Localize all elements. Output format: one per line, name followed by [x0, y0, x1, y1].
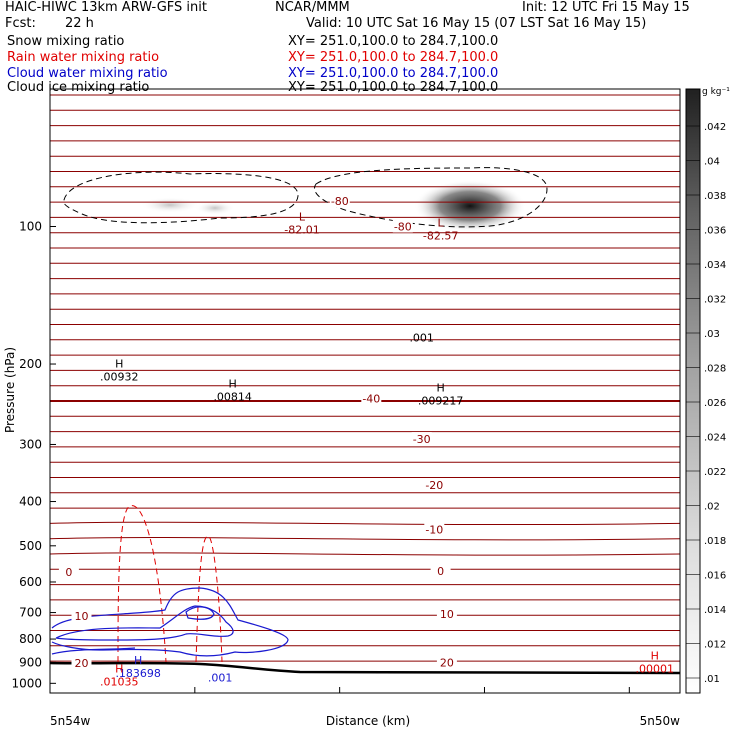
- isotherm-label-3: -30: [413, 433, 431, 446]
- colorbar-tick-label-15: .04: [704, 157, 720, 168]
- cloudwater-contour-inner: [55, 605, 234, 641]
- y-tick-label-3: 400: [19, 495, 42, 509]
- field-cloudice-name: Cloud ice mixing ratio: [7, 80, 150, 95]
- isotherm-label-6: 0: [65, 566, 72, 579]
- ice-shade-east: [414, 180, 526, 232]
- colorbar: .01 .012 .014 .016 .018 .02 .022 .024 .026 .028 .0…: [685, 87, 730, 694]
- extremum-marker-1: L: [438, 216, 445, 229]
- isotherm-label-5: -10: [425, 523, 443, 536]
- isotherm-line-28: [50, 521, 680, 526]
- extremum-value-5: .183698: [115, 667, 161, 680]
- colorbar-tick-label-5: .02: [704, 502, 720, 513]
- colorbar-tick-label-14: .038: [704, 191, 726, 202]
- isotherm-label-9: 10: [440, 608, 454, 621]
- y-tick-label-7: 800: [19, 632, 42, 646]
- extremum-value-0: -82.01: [284, 224, 319, 237]
- isotherm-label-8: 10: [75, 610, 89, 623]
- ice-shade-west: [140, 197, 200, 213]
- extremum-marker-4: H: [436, 382, 444, 395]
- contour-value-label-0: .001: [409, 332, 434, 345]
- colorbar-tick-label-8: .026: [704, 398, 726, 409]
- extremum-marker-3: H: [229, 377, 237, 390]
- isotherm-label-2: -40: [362, 393, 380, 406]
- isotherm-label-10: 20: [75, 657, 89, 670]
- extremum-value-4: .009217: [418, 395, 464, 408]
- extremum-value-1: -82.57: [423, 229, 458, 242]
- isotherm-label-0: -80: [331, 195, 349, 208]
- colorbar-tick-label-16: .042: [704, 122, 726, 133]
- isotherm-line-29: [50, 537, 680, 541]
- ice-contour-east: [314, 167, 548, 228]
- x-tick-label-left: 5n54w: [50, 714, 91, 728]
- field-cloudwater-name: Cloud water mixing ratio: [7, 66, 168, 81]
- contour-value-label-1: .001: [208, 671, 233, 684]
- fcst-label: Fcst:: [5, 16, 36, 31]
- colorbar-tick-label-11: .032: [704, 295, 726, 306]
- x-axis: [49, 687, 630, 693]
- colorbar-tick-label-13: .036: [704, 226, 726, 237]
- ice-contour-west: [63, 171, 299, 224]
- extremum-marker-5: H: [134, 654, 142, 667]
- cloudwater-contour-core: [185, 606, 215, 620]
- extremum-value-3: .00814: [213, 390, 252, 403]
- y-axis-label: Pressure (hPa): [3, 347, 17, 433]
- extremum-marker-0: L: [299, 211, 306, 224]
- x-tick-label-right: 5n50w: [640, 714, 681, 728]
- colorbar-tick-label-9: .028: [704, 364, 726, 375]
- field-cloudice-xy: XY= 251.0,100.0 to 284.7,100.0: [288, 80, 499, 95]
- field-snow-name: Snow mixing ratio: [7, 34, 125, 49]
- ice-shade-mid: [195, 201, 235, 215]
- isotherm-label-11: 20: [440, 656, 454, 669]
- x-axis-label: Distance (km): [326, 714, 410, 728]
- isotherms: [50, 94, 680, 662]
- colorbar-gradient: [685, 88, 701, 694]
- center-label: NCAR/MMM: [275, 0, 350, 15]
- colorbar-tick-label-6: .022: [704, 467, 726, 478]
- isotherm-label-7: 0: [437, 565, 444, 578]
- extremum-value-6: .01035: [100, 675, 139, 688]
- extremum-marker-6: H: [115, 662, 123, 675]
- cloudwater-contour-low: [51, 647, 136, 655]
- y-tick-label-5: 600: [19, 575, 42, 589]
- colorbar-tick-label-12: .034: [704, 260, 726, 271]
- colorbar-unit: g kg⁻¹: [702, 87, 730, 97]
- y-axis: 100 200 300 400 500 600 700 800 900 1000: [11, 220, 56, 690]
- valid-time: Valid: 10 UTC Sat 16 May 15 (07 LST Sat …: [306, 16, 647, 31]
- y-tick-label-1: 200: [19, 357, 42, 371]
- terrain-line: [49, 661, 681, 675]
- colorbar-tick-label-3: .016: [704, 571, 726, 582]
- colorbar-tick-label-0: .01: [704, 674, 720, 685]
- extremum-marker-2: H: [115, 358, 123, 371]
- isotherm-line-30: [50, 552, 680, 556]
- fcst-value: 22 h: [65, 16, 94, 31]
- rain-contour-2: [195, 535, 223, 663]
- extremum-marker-7: H: [651, 650, 659, 663]
- field-snow-xy: XY= 251.0,100.0 to 284.7,100.0: [288, 34, 499, 49]
- model-title: HAIC-HIWC 13km ARW-GFS init: [5, 0, 207, 15]
- rain-contour-1: [117, 505, 167, 663]
- cloudwater-contour-outer: [51, 587, 289, 657]
- colorbar-tick-label-1: .012: [704, 640, 726, 651]
- y-tick-label-6: 700: [19, 606, 42, 620]
- colorbar-tick-label-2: .014: [704, 605, 726, 616]
- colorbar-tick-label-4: .018: [704, 536, 726, 547]
- y-tick-label-0: 100: [19, 220, 42, 234]
- y-tick-label-8: 900: [19, 655, 42, 669]
- field-cloudwater-xy: XY= 251.0,100.0 to 284.7,100.0: [288, 66, 499, 81]
- init-time: Init: 12 UTC Fri 15 May 15: [522, 0, 690, 15]
- field-rain-name: Rain water mixing ratio: [7, 50, 160, 65]
- y-tick-label-4: 500: [19, 539, 42, 553]
- extremum-value-7: .00001: [636, 663, 675, 676]
- extremum-value-2: .00932: [100, 371, 139, 384]
- field-rain-xy: XY= 251.0,100.0 to 284.7,100.0: [288, 50, 499, 65]
- y-tick-label-2: 300: [19, 437, 42, 451]
- plot-frame: [49, 88, 681, 694]
- y-tick-label-9: 1000: [11, 676, 42, 690]
- colorbar-tick-label-7: .024: [704, 433, 726, 444]
- isotherm-label-4: -20: [425, 479, 443, 492]
- isotherm-label-1: -80: [394, 221, 412, 234]
- colorbar-tick-label-10: .03: [704, 329, 720, 340]
